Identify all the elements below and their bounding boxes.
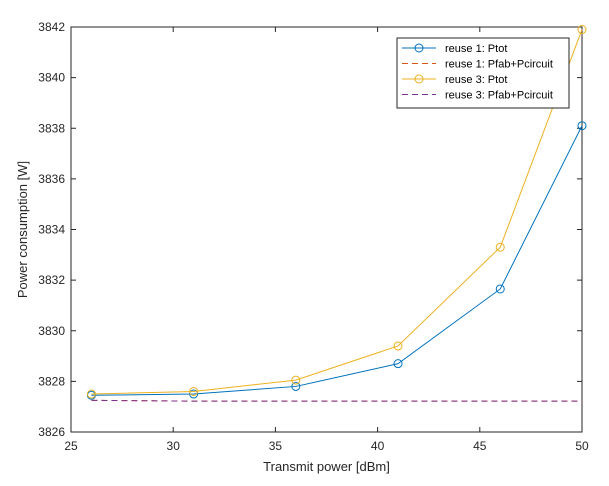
x-tick-label: 50 — [575, 439, 589, 453]
data-point — [189, 387, 199, 396]
x-tick-label: 45 — [473, 439, 487, 453]
legend-label: reuse 3: Ptot — [445, 74, 507, 86]
data-point — [577, 121, 587, 131]
legend-item: reuse 1: Pfab+Pcircuit — [402, 59, 553, 71]
axis-ticks: 25 30 35 40 45 50 3826 3828 3830 3832 3834 3836 3838… — [38, 20, 589, 453]
y-tick-label: 3830 — [38, 324, 65, 338]
legend-box — [396, 37, 570, 109]
y-tick-label: 3834 — [38, 223, 65, 237]
series-line — [91, 399, 582, 402]
data-point — [577, 25, 587, 35]
data-point — [291, 381, 301, 391]
data-point — [86, 389, 96, 399]
data-point — [291, 375, 301, 385]
series-line — [91, 125, 583, 396]
series-3 — [86, 25, 587, 399]
x-tick-label: 35 — [269, 439, 283, 453]
legend-marker — [414, 74, 424, 84]
legend-label: reuse 3: Pfab+Pcircuit — [445, 90, 553, 102]
x-axis-label: Transmit power [dBm] — [263, 459, 390, 474]
legend: reuse 1: Ptot reuse 1: Pfab+Pcircuit reuse… — [396, 37, 570, 109]
series-line — [91, 29, 583, 395]
series-layer — [86, 25, 587, 402]
legend-marker — [414, 43, 424, 53]
data-point — [393, 359, 403, 369]
y-tick-label: 3838 — [38, 121, 65, 135]
data-point — [393, 341, 403, 351]
y-tick-label: 3828 — [38, 374, 65, 388]
legend-label: reuse 1: Pfab+Pcircuit — [445, 59, 553, 71]
series-4 — [91, 399, 582, 402]
y-tick-label: 3832 — [38, 273, 65, 287]
y-tick-label: 3836 — [38, 172, 65, 186]
legend-item: reuse 3: Pfab+Pcircuit — [402, 90, 553, 102]
legend-item: reuse 3: Ptot — [402, 74, 507, 86]
y-tick-label: 3826 — [38, 425, 65, 439]
y-tick-label: 3840 — [38, 71, 65, 85]
x-tick-label: 30 — [167, 439, 181, 453]
x-tick-label: 40 — [371, 439, 385, 453]
x-tick-label: 25 — [64, 439, 78, 453]
legend-item: reuse 1: Ptot — [402, 43, 507, 55]
legend-label: reuse 1: Ptot — [445, 43, 507, 55]
data-point — [189, 389, 199, 399]
data-point — [495, 284, 505, 294]
data-point — [495, 242, 505, 252]
y-axis-label: Power consumption [W] — [15, 161, 30, 298]
y-tick-label: 3842 — [38, 20, 65, 34]
